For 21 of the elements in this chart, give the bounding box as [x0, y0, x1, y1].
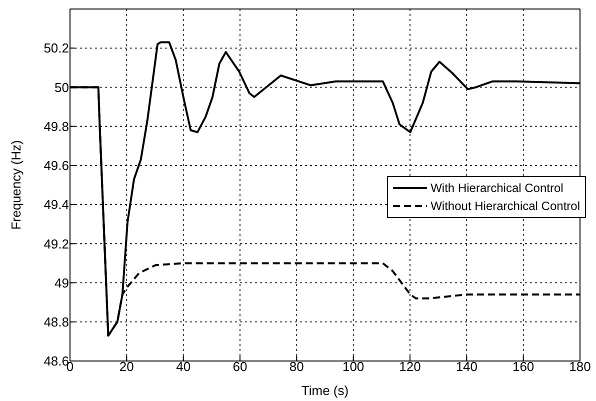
- x-tick-label: 160: [512, 359, 534, 374]
- x-tick-label: 80: [289, 359, 304, 374]
- x-axis-title: Time (s): [301, 383, 349, 398]
- x-tick-label: 40: [176, 359, 191, 374]
- y-tick-label: 48.8: [44, 314, 69, 330]
- y-tick-label: 50.2: [44, 40, 69, 56]
- x-tick-label: 60: [232, 359, 248, 374]
- y-tick-label: 49: [54, 275, 69, 290]
- legend-label: With Hierarchical Control: [430, 180, 564, 197]
- x-tick-label: 120: [399, 359, 421, 374]
- y-axis-title: Frequency (Hz): [8, 140, 24, 230]
- y-tick-label: 49.6: [44, 158, 69, 174]
- x-tick-label: 180: [569, 359, 591, 374]
- y-tick-label: 49.2: [44, 236, 69, 252]
- legend-label: Without Hierarchical Control: [430, 198, 580, 215]
- x-tick-label: 100: [342, 359, 364, 374]
- y-tick-label: 49.4: [44, 197, 69, 212]
- y-tick-label: 49.8: [44, 118, 69, 134]
- y-tick-label: 50: [54, 80, 69, 95]
- x-tick-label: 140: [456, 359, 478, 374]
- x-tick-label: 20: [119, 359, 134, 374]
